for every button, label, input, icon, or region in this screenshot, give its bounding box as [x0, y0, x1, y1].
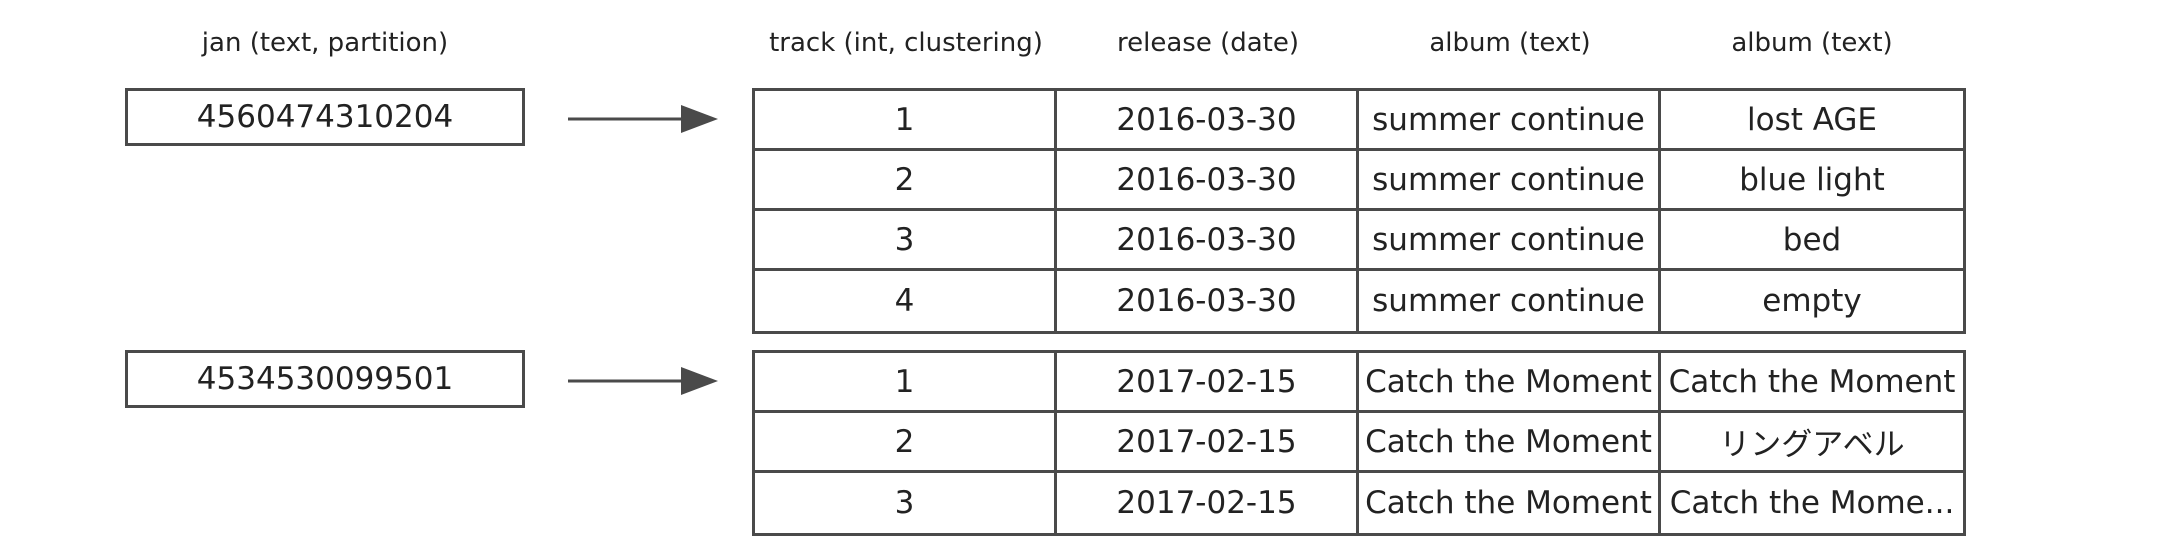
- table-row: 2 2016-03-30 summer continue blue light: [755, 151, 1963, 211]
- table-row: 3 2016-03-30 summer continue bed: [755, 211, 1963, 271]
- partition-key-header: jan (text, partition): [201, 28, 449, 58]
- release-column-header: release (date): [1117, 28, 1299, 58]
- partition-key-box: 4534530099501: [125, 350, 525, 408]
- album-cell-2: bed: [1782, 221, 1842, 258]
- release-cell: 2017-02-15: [1057, 413, 1359, 470]
- track-column-header: track (int, clustering): [769, 28, 1043, 58]
- release-cell: 2016-03-30: [1057, 91, 1359, 148]
- release-cell: 2017-02-15: [1057, 353, 1359, 410]
- track-cell: 1: [755, 91, 1057, 148]
- album-cell-2: Catch the Moment: [1668, 363, 1956, 400]
- track-cell: 4: [755, 271, 1057, 331]
- release-cell: 2016-03-30: [1057, 211, 1359, 268]
- partition-rows-table: 1 2017-02-15 Catch the Moment Catch the …: [752, 350, 1966, 536]
- release-cell: 2016-03-30: [1057, 271, 1359, 331]
- track-cell: 3: [755, 211, 1057, 268]
- table-row: 1 2017-02-15 Catch the Moment Catch the …: [755, 353, 1963, 413]
- album-cell: summer continue: [1359, 271, 1661, 331]
- album-cell: Catch the Moment: [1359, 353, 1661, 410]
- arrow-right-icon: [568, 105, 718, 133]
- track-cell: 3: [755, 473, 1057, 533]
- album-cell: summer continue: [1359, 211, 1661, 268]
- release-cell: 2017-02-15: [1057, 473, 1359, 533]
- album-cell-2: リングアベル: [1719, 427, 1905, 463]
- partition-rows-table: 1 2016-03-30 summer continue lost AGE 2 …: [752, 88, 1966, 334]
- album-column-header-2: album (text): [1731, 28, 1893, 58]
- table-row: 3 2017-02-15 Catch the Moment Catch the …: [755, 473, 1963, 533]
- album-cell: Catch the Moment: [1359, 473, 1661, 533]
- table-row: 2 2017-02-15 Catch the Moment リングアベル: [755, 413, 1963, 473]
- album-cell-2: Catch the Mome...: [1669, 485, 1955, 521]
- partition-key-box: 4560474310204: [125, 88, 525, 146]
- album-cell-2: blue light: [1739, 161, 1885, 198]
- album-cell: summer continue: [1359, 151, 1661, 208]
- album-cell: summer continue: [1359, 91, 1661, 148]
- track-cell: 2: [755, 151, 1057, 208]
- album-cell: Catch the Moment: [1359, 413, 1661, 470]
- release-cell: 2016-03-30: [1057, 151, 1359, 208]
- table-row: 4 2016-03-30 summer continue empty: [755, 271, 1963, 331]
- track-cell: 2: [755, 413, 1057, 470]
- album-cell-2: empty: [1762, 283, 1862, 319]
- arrow-right-icon: [568, 367, 718, 395]
- table-row: 1 2016-03-30 summer continue lost AGE: [755, 91, 1963, 151]
- track-cell: 1: [755, 353, 1057, 410]
- album-column-header: album (text): [1429, 28, 1591, 58]
- album-cell-2: lost AGE: [1746, 101, 1877, 138]
